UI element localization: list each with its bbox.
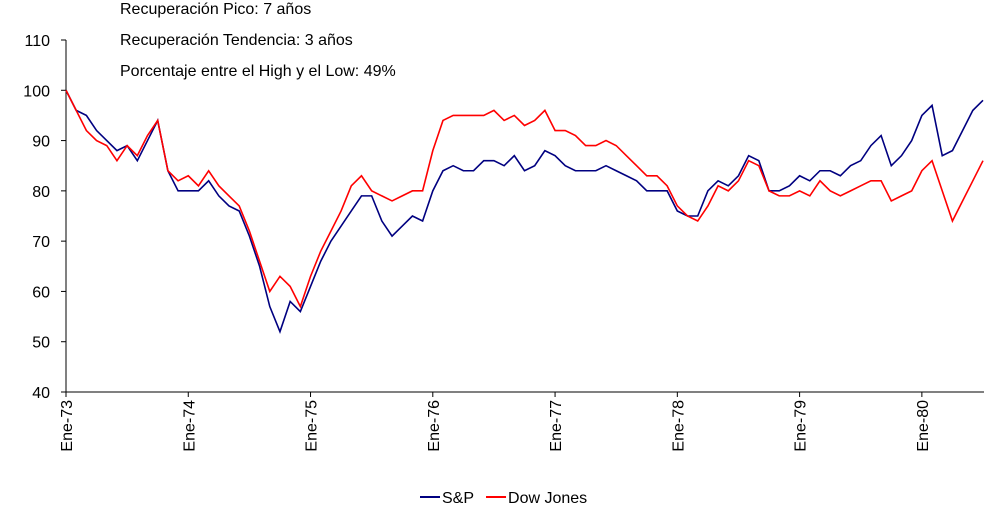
y-tick-label: 80: [32, 184, 50, 201]
y-tick-label: 60: [32, 284, 50, 301]
legend-label: Dow Jones: [508, 490, 587, 506]
x-tick-label: Ene-77: [548, 400, 565, 452]
y-tick-label: 90: [32, 134, 50, 151]
y-tick-label: 100: [23, 83, 50, 100]
annotation: Recuperación Tendencia: 3 años: [120, 32, 353, 49]
series-line: [65, 89, 984, 334]
y-tick-label: 50: [32, 335, 50, 352]
y-tick-label: 40: [32, 385, 50, 402]
legend-label: S&P: [442, 490, 474, 506]
y-tick-label: 110: [24, 33, 50, 50]
series-line: [65, 89, 984, 309]
x-tick-label: Ene-80: [915, 400, 932, 452]
y-tick-label: 70: [32, 234, 50, 251]
x-tick-label: Ene-75: [304, 400, 321, 452]
annotation: Porcentaje entre el High y el Low: 49%: [120, 63, 396, 80]
x-tick-label: Ene-78: [670, 400, 687, 452]
annotation: Recuperación Pico: 7 años: [120, 1, 311, 18]
x-tick-label: Ene-73: [59, 400, 76, 452]
x-tick-label: Ene-79: [793, 400, 810, 452]
x-tick-label: Ene-74: [181, 400, 198, 452]
x-tick-label: Ene-76: [426, 400, 443, 452]
